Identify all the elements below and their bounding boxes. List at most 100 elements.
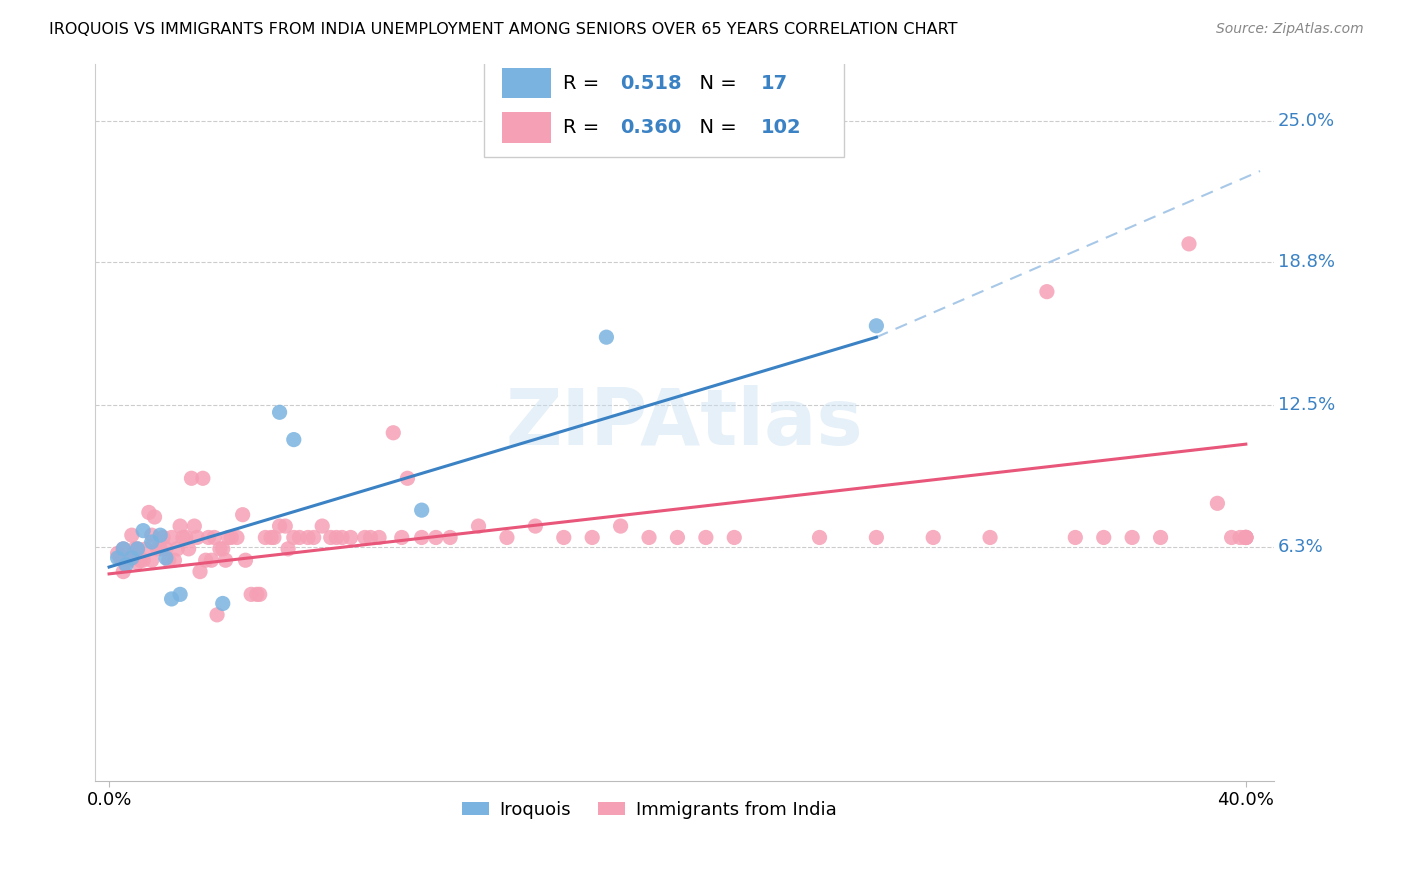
Point [260,531,283,545]
Text: 18.8%: 18.8% [1278,253,1334,271]
Point [141,553,163,567]
Point [353,531,375,545]
Point [180,471,202,485]
Point [269,519,291,533]
Point [283,531,305,545]
Point [226,531,249,545]
Point [283,433,305,447]
Point [1092,531,1115,545]
Point [205,607,228,622]
Point [169,587,191,601]
Point [155,551,177,566]
Point [160,531,183,545]
Point [197,531,219,545]
Point [325,531,347,545]
Point [127,556,149,570]
Text: R =: R = [562,118,606,137]
Point [200,553,222,567]
Point [112,541,135,556]
Point [141,535,163,549]
Point [865,318,887,333]
Point [524,519,547,533]
Point [208,541,231,556]
Point [425,531,447,545]
Point [107,551,129,566]
Point [1036,285,1059,299]
Point [1234,531,1257,545]
Text: 0.518: 0.518 [620,73,682,93]
Point [172,531,194,545]
Point [595,330,617,344]
Text: 25.0%: 25.0% [1278,112,1334,130]
Point [217,531,239,545]
Point [609,519,631,533]
Point [169,519,191,533]
Point [132,553,155,567]
Point [723,531,745,545]
Point [1234,531,1257,545]
Point [277,541,299,556]
Point [127,541,149,556]
Point [149,541,172,556]
Point [146,541,169,556]
Point [666,531,689,545]
Point [115,551,138,566]
Point [211,597,233,611]
Point [155,541,177,556]
Point [467,519,489,533]
Point [254,531,277,545]
Point [808,531,831,545]
Point [194,553,217,567]
Point [112,565,135,579]
Text: 6.3%: 6.3% [1278,538,1323,556]
Point [191,471,214,485]
Point [360,531,382,545]
Point [396,471,419,485]
Point [152,531,174,545]
Point [330,531,353,545]
Point [922,531,945,545]
Point [174,531,197,545]
Point [1206,496,1229,510]
Point [115,558,138,572]
Point [121,528,143,542]
Legend: Iroquois, Immigrants from India: Iroquois, Immigrants from India [454,793,844,826]
Point [211,541,233,556]
Point [695,531,717,545]
Point [232,508,254,522]
Point [319,531,342,545]
Point [141,528,163,542]
FancyBboxPatch shape [502,112,551,143]
Point [411,531,433,545]
Point [311,519,333,533]
Point [188,565,211,579]
Point [249,587,271,601]
Point [274,519,297,533]
Text: 17: 17 [761,73,789,93]
Point [121,551,143,566]
Point [186,531,208,545]
Point [439,531,461,545]
Text: 12.5%: 12.5% [1278,396,1336,415]
Point [638,531,661,545]
Point [1234,531,1257,545]
Point [135,541,157,556]
Point [214,553,236,567]
Text: 0.360: 0.360 [620,118,681,137]
Point [553,531,575,545]
FancyBboxPatch shape [502,68,551,98]
Text: IROQUOIS VS IMMIGRANTS FROM INDIA UNEMPLOYMENT AMONG SENIORS OVER 65 YEARS CORRE: IROQUOIS VS IMMIGRANTS FROM INDIA UNEMPL… [49,22,957,37]
Point [127,541,149,556]
Text: ZIPAtlas: ZIPAtlas [506,384,863,460]
Point [183,519,205,533]
Point [269,405,291,419]
Point [581,531,603,545]
Point [157,553,180,567]
Point [288,531,311,545]
Point [110,551,132,566]
Point [368,531,391,545]
Point [1121,531,1143,545]
Point [160,591,183,606]
Point [382,425,405,440]
Text: N =: N = [688,118,742,137]
